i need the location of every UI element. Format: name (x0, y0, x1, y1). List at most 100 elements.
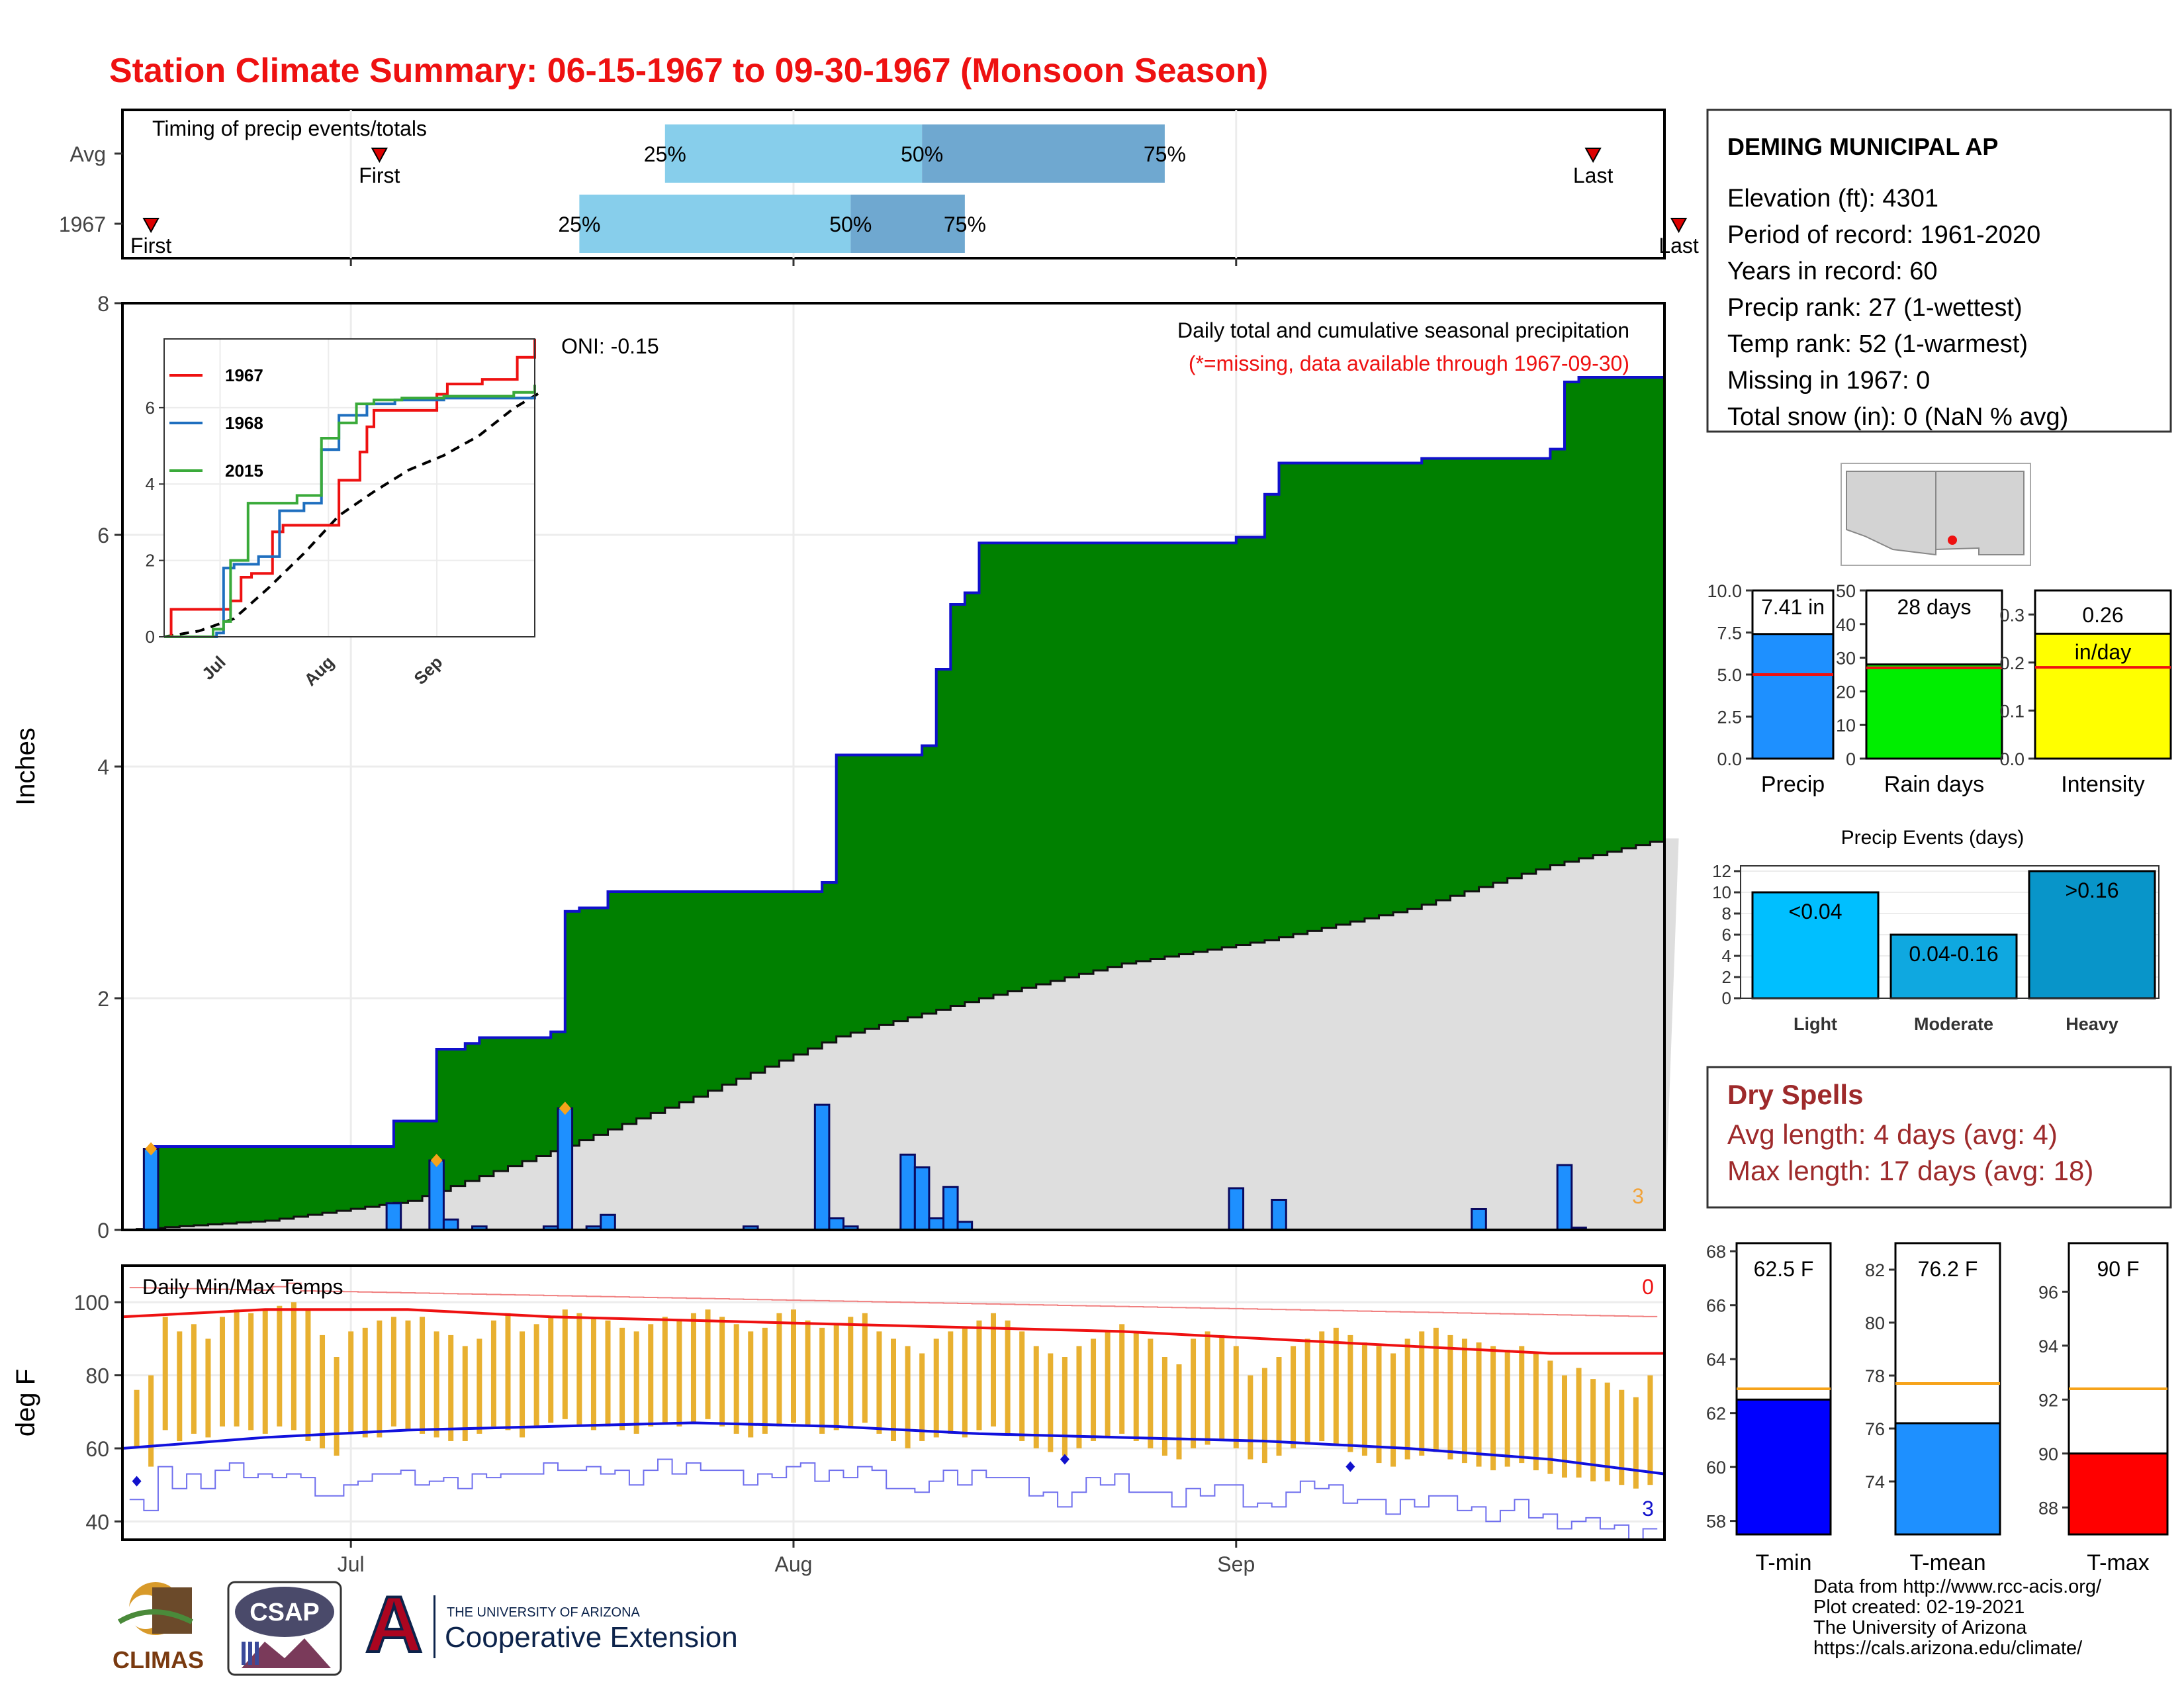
bar-value-label: 28 days (1897, 595, 1971, 619)
daily-temp-range-bar (776, 1313, 782, 1427)
record-min-marker (1060, 1454, 1069, 1465)
bar-y-tick-label: 0 (1846, 749, 1856, 769)
locator-map (1841, 463, 2031, 566)
daily-temp-range-bar (1576, 1368, 1582, 1478)
quartile-bar-25-50 (579, 195, 851, 253)
temp-bar-y-tick-label: 92 (2038, 1390, 2058, 1410)
svg-text:Cooperative Extension: Cooperative Extension (445, 1621, 738, 1654)
bar-y-tick-label: 40 (1836, 615, 1856, 635)
new-mexico-shape (1935, 471, 2025, 555)
bar-y-tick-label: 10.0 (1707, 581, 1742, 601)
daily-temp-range-bar (477, 1338, 482, 1434)
bar-x-label: Rain days (1884, 772, 1984, 797)
dry-spells-box: Dry Spells Avg length: 4 days (avg: 4) Max… (1706, 1066, 2172, 1209)
daily-precip-bar (913, 1166, 931, 1231)
event-marker-icon (142, 218, 159, 234)
daily-temp-range-bar (676, 1320, 682, 1427)
daily-temp-range-bar (1133, 1331, 1139, 1441)
inset-y-tick-label: 4 (146, 474, 155, 494)
daily-temp-range-bar (1048, 1353, 1054, 1452)
event-bar (2028, 870, 2156, 1000)
event-marker-icon (1584, 148, 1602, 164)
temp-bar-y-tick-label: 94 (2038, 1336, 2058, 1356)
quartile-label: 50% (901, 142, 943, 166)
daily-temp-range-bar (1191, 1338, 1197, 1448)
daily-temp-range-bar (362, 1327, 368, 1438)
temp-bar-y-tick-label: 58 (1706, 1512, 1726, 1532)
daily-temp-range-bar (1319, 1331, 1325, 1441)
event-bar-label: 0.04-0.16 (1909, 942, 1998, 966)
daily-temp-range-bar (805, 1320, 811, 1427)
daily-precip-bar (142, 1148, 159, 1231)
footer-line: Data from http://www.rcc-acis.org/ (1813, 1576, 2102, 1597)
daily-temp-range-bar (948, 1331, 954, 1434)
bar-y-tick-label: 50 (1836, 581, 1856, 601)
y-tick-label: 8 (97, 292, 109, 316)
svg-text:A: A (365, 1580, 423, 1669)
events-y-tick-label: 8 (1722, 904, 1731, 923)
station-info-line: Missing in 1967: 0 (1727, 367, 1930, 395)
summary-bar (2034, 632, 2172, 760)
timing-title: Timing of precip events/totals (152, 117, 427, 140)
daily-temp-range-bar (1276, 1357, 1282, 1456)
daily-temp-range-bar (1590, 1379, 1596, 1481)
inset-series-line (164, 385, 536, 638)
events-y-tick-label: 0 (1722, 988, 1731, 1008)
temp-value-bar (1894, 1422, 2001, 1536)
daily-temp-range-bar (933, 1338, 939, 1438)
temp-y-axis-label: deg F (11, 1369, 40, 1436)
daily-precip-bar (828, 1217, 844, 1231)
bar-y-tick-label: 20 (1836, 682, 1856, 702)
event-marker-icon (371, 148, 388, 164)
cumulative-precip-line (150, 376, 1664, 1230)
event-category-label: Heavy (2066, 1014, 2118, 1034)
daily-temp-range-bar (819, 1327, 825, 1434)
events-y-tick-label: 2 (1722, 967, 1731, 987)
daily-temp-range-bar (320, 1335, 326, 1448)
bar-y-tick-label: 7.5 (1717, 624, 1742, 643)
record-marker (430, 1154, 443, 1167)
daily-temp-range-bar (1404, 1338, 1410, 1460)
x-tick-label: Aug (775, 1552, 813, 1576)
dry-spells-max: Max length: 17 days (avg: 18) (1727, 1155, 2093, 1186)
inset-background (164, 339, 535, 637)
inset-legend-label: 1968 (225, 413, 263, 433)
y-tick-label: 2 (97, 987, 109, 1011)
daily-temp-range-bar (590, 1317, 596, 1430)
daily-temp-range-bar (1033, 1346, 1039, 1448)
page-title: Station Climate Summary: 06-15-1967 to 0… (109, 52, 1268, 90)
daily-temp-range-bar (762, 1327, 768, 1434)
daily-temp-range-bar (490, 1320, 496, 1427)
daily-temp-range-bar (976, 1320, 982, 1430)
average-min-temp-line (122, 1421, 1665, 1476)
daily-temp-range-bar (1219, 1335, 1225, 1441)
temp-bar-x-label: T-max (2087, 1550, 2149, 1575)
temp-bar-x-label: T-mean (1909, 1550, 1985, 1575)
quartile-bar-50-75 (922, 124, 1165, 183)
daily-temp-range-bar (248, 1313, 254, 1430)
station-info-line: Period of record: 1961-2020 (1727, 221, 2040, 249)
quartile-label: 75% (944, 212, 986, 236)
quartile-label: 50% (829, 212, 872, 236)
daily-temp-range-bar (619, 1327, 625, 1430)
y-tick-label: 4 (97, 755, 109, 779)
daily-temp-range-bar (305, 1309, 311, 1441)
summary-bar-charts: 0.0 2.5 5.0 7.5 10.0 7.41 in Precip 0 10 20 30 40 50… (1707, 581, 2172, 797)
daily-precip-bar (1471, 1208, 1487, 1231)
daily-temp-range-bar (262, 1309, 268, 1434)
daily-temp-range-bar (1461, 1338, 1467, 1464)
quartile-label: 25% (558, 212, 600, 236)
daily-temp-range-bar (1604, 1382, 1610, 1481)
dry-spells-avg: Avg length: 4 days (avg: 4) (1727, 1119, 2058, 1150)
footer-line: Plot created: 02-19-2021 (1813, 1597, 2025, 1618)
daily-temp-range-bar (1105, 1331, 1111, 1438)
temp-bar-value-label: 90 F (2097, 1257, 2139, 1281)
temp-bar-y-tick-label: 82 (1865, 1260, 1885, 1280)
csap-logo: CSAP (227, 1581, 342, 1676)
event-marker-label: Last (1573, 164, 1614, 187)
daily-precip-bar (1271, 1199, 1287, 1231)
daily-precip-bar (1228, 1187, 1245, 1231)
events-title: Precip Events (days) (1841, 827, 2025, 849)
daily-temp-range-bar (1561, 1375, 1567, 1478)
